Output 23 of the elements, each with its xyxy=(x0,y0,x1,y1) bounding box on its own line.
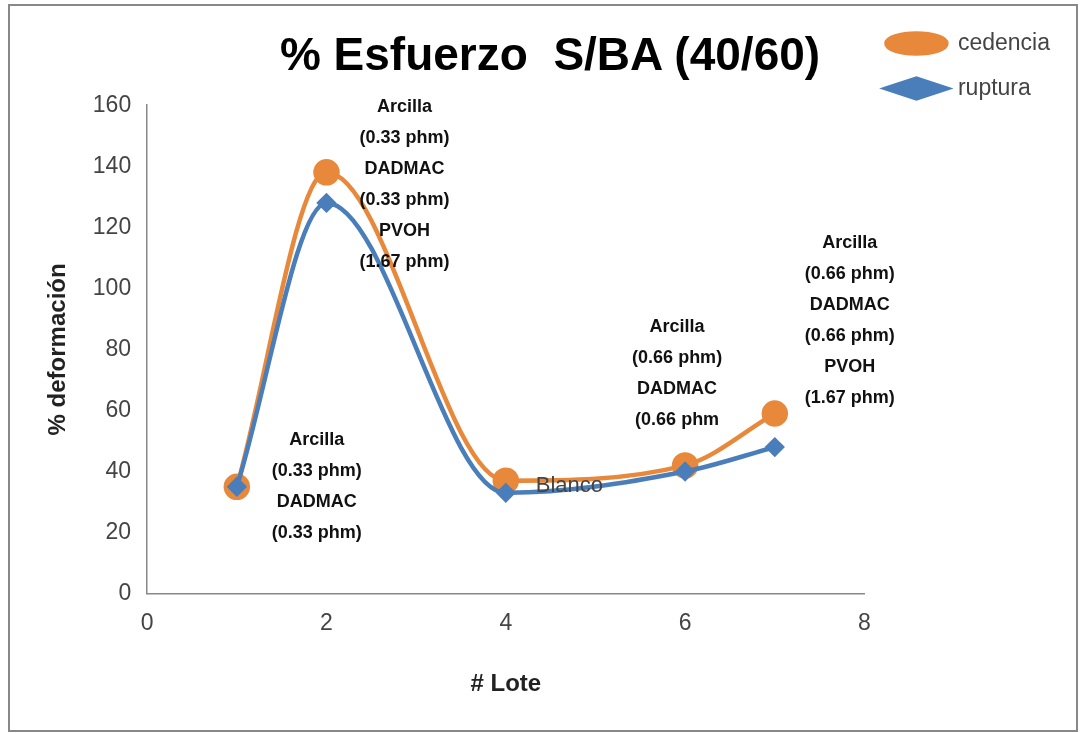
x-tick-label: 4 xyxy=(499,608,513,635)
x-tick-label: 8 xyxy=(858,608,871,635)
y-tick-label: 60 xyxy=(105,395,132,422)
y-tick-label: 120 xyxy=(92,212,132,239)
x-axis-title: # Lote xyxy=(470,669,542,697)
chart-title: % Esfuerzo S/BA (40/60) xyxy=(279,28,821,81)
annotation: Blanco xyxy=(535,471,604,497)
y-tick-label: 140 xyxy=(92,151,132,178)
x-tick-label: 2 xyxy=(320,608,333,635)
x-tick-label: 0 xyxy=(140,608,154,635)
y-tick-label: 0 xyxy=(118,578,132,605)
legend-label: cedencia xyxy=(957,28,1051,55)
y-tick-label: 160 xyxy=(92,90,132,117)
y-tick-label: 100 xyxy=(92,273,132,300)
y-tick-label: 80 xyxy=(105,334,132,361)
legend-label: ruptura xyxy=(957,73,1032,100)
annotation: Arcilla (0.66 phm) DADMAC (0.66 phm xyxy=(632,315,723,429)
y-tick-label: 40 xyxy=(105,456,132,483)
annotation: Arcilla (0.66 phm) DADMAC (0.66 phm) PVOH (1.67 phm) xyxy=(804,231,895,407)
x-tick-label: 6 xyxy=(678,608,692,635)
y-tick-label: 20 xyxy=(105,517,132,544)
annotation: Arcilla (0.33 phm) DADMAC (0.33 phm) xyxy=(271,429,362,543)
y-axis-title: % deformación xyxy=(43,263,71,436)
